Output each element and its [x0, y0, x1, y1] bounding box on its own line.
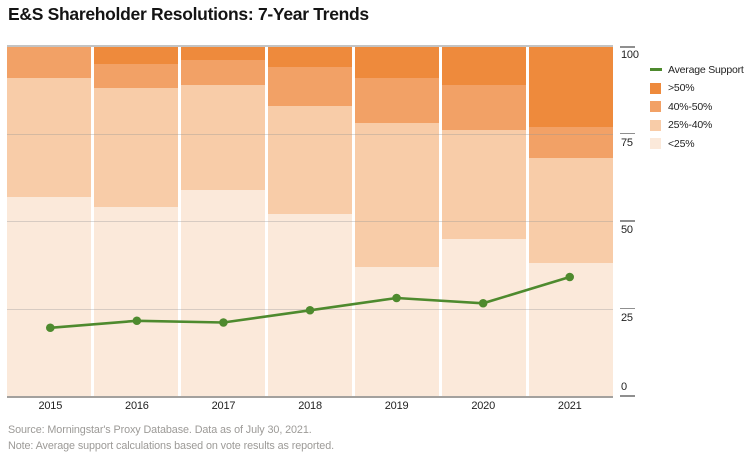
x-label-2021: 2021 — [557, 400, 582, 412]
y-tick-25 — [620, 307, 635, 309]
bar-segment-2017 — [181, 60, 265, 85]
bar-segment-2021 — [529, 126, 613, 158]
legend-color-swatch-icon — [650, 119, 661, 131]
bar-segment-2019 — [355, 77, 439, 123]
stacked-bar-2017 — [181, 46, 265, 396]
plot-top-rule — [7, 45, 613, 47]
line-dot-2018 — [305, 305, 315, 315]
bar-segment-2020 — [442, 84, 526, 130]
line-dot-2017 — [219, 318, 228, 327]
legend: Average Support >50% 40%-50% 25%-40% <25% — [650, 63, 744, 156]
bar-segment-2019 — [355, 266, 439, 396]
bar-segment-2020 — [442, 46, 526, 85]
y-tick-label-100: 100 — [621, 49, 639, 61]
methodology-note: Note: Average support calculations based… — [8, 440, 335, 452]
legend-item: <25% — [650, 137, 744, 150]
y-axis: 100 75 50 25 0 — [620, 46, 654, 397]
x-axis-line — [7, 396, 613, 398]
line-dot-2016 — [132, 316, 142, 326]
x-label-2018: 2018 — [298, 400, 322, 412]
x-label-2020: 2020 — [471, 400, 496, 412]
bar-segment-2019 — [355, 46, 439, 78]
stacked-bar-2019 — [355, 46, 439, 396]
x-label-2016: 2016 — [125, 400, 149, 412]
stacked-bar-2020 — [442, 46, 526, 396]
bar-segment-2015 — [7, 77, 91, 197]
y-tick-75 — [620, 132, 635, 134]
bar-segment-2016 — [94, 63, 178, 88]
legend-item: >50% — [650, 82, 744, 95]
legend-color-swatch-icon — [650, 101, 661, 112]
y-tick-label-0: 0 — [621, 381, 627, 393]
legend-color-swatch-icon — [650, 138, 661, 149]
stacked-bar-2016 — [94, 46, 178, 396]
stacked-bar-2015 — [7, 46, 91, 396]
bar-segment-2020 — [442, 130, 526, 239]
stacked-bar-2021 — [529, 46, 613, 396]
bar-segment-2017 — [181, 189, 265, 396]
bar-segment-2015 — [7, 46, 91, 78]
bar-segment-2016 — [94, 207, 178, 396]
legend-label: 40%-50% — [668, 100, 713, 113]
y-tick-label-75: 75 — [621, 136, 633, 149]
bar-segment-2017 — [181, 84, 265, 190]
stacked-bars — [7, 46, 613, 396]
y-tick-label-50: 50 — [621, 224, 633, 236]
footer: Source: Morningstar's Proxy Database. Da… — [8, 422, 334, 454]
stacked-bar-2018 — [268, 46, 352, 396]
average-support-line — [45, 272, 575, 333]
legend-item: Average Support — [650, 63, 744, 76]
bar-segment-2019 — [355, 123, 439, 267]
legend-label: 25%-40% — [668, 119, 713, 131]
legend-label: Average Support — [668, 63, 744, 76]
legend-item: 25%-40% — [650, 119, 744, 132]
bar-segment-2018 — [268, 67, 352, 106]
y-tick-label-25: 25 — [621, 311, 633, 324]
bar-segment-2018 — [268, 105, 352, 214]
legend-label: >50% — [668, 82, 695, 94]
bar-segment-2020 — [442, 238, 526, 396]
y-tick-100 — [620, 46, 635, 48]
y-tick-50 — [620, 220, 635, 222]
line-path — [50, 275, 571, 330]
bar-segment-2015 — [7, 196, 91, 396]
line-dot-2019 — [392, 293, 401, 303]
bar-segment-2018 — [268, 46, 352, 67]
y-tick-0 — [620, 395, 635, 397]
line-dot-2021 — [565, 272, 575, 282]
legend-line-swatch-icon — [650, 68, 662, 71]
chart-title: E&S Shareholder Resolutions: 7-Year Tren… — [8, 4, 369, 24]
x-axis-labels: 2015 2016 2017 2018 2019 2020 2021 — [7, 400, 613, 412]
legend-color-swatch-icon — [650, 82, 661, 94]
legend-item: 40%-50% — [650, 100, 744, 113]
plot-area — [7, 45, 613, 398]
bar-segment-2021 — [529, 158, 613, 263]
bar-segment-2016 — [94, 46, 178, 64]
x-label-2019: 2019 — [384, 400, 409, 412]
source-note: Source: Morningstar's Proxy Database. Da… — [8, 424, 312, 436]
bar-segment-2018 — [268, 214, 352, 396]
x-label-2015: 2015 — [38, 400, 63, 412]
bar-segment-2021 — [529, 46, 613, 127]
line-dot-2020 — [478, 298, 488, 308]
x-label-2017: 2017 — [211, 400, 236, 412]
bar-segment-2017 — [181, 46, 265, 60]
legend-label: <25% — [668, 137, 695, 150]
bar-segment-2016 — [94, 88, 178, 207]
line-dot-2015 — [45, 323, 55, 333]
